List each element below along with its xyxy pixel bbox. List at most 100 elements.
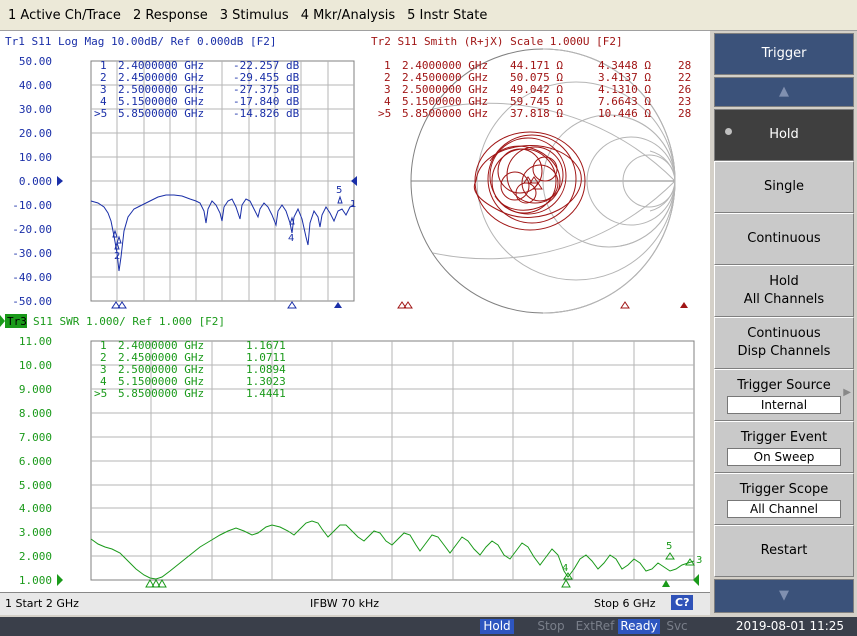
svc-status: Svc [666,619,688,633]
trace1-marker-id: >5 [94,107,107,120]
submenu-arrow-icon: ▶ [843,387,851,398]
trace1-ytick: -40.00 [12,271,52,284]
trace2-marker-freq: 5.8500000 GHz [402,107,488,120]
stop-frequency[interactable]: Stop 6 GHz [594,597,656,610]
trace1-marker-freq: 2.5000000 GHz [118,83,204,96]
trace3-marker-id: 1 [100,339,107,352]
trace2-marker-x: 4.3448 Ω [598,59,651,72]
cont-disp-label-line1: Continuous [747,326,821,341]
trace3-marker-id: 4 [100,375,107,388]
trace3-marker-label: 3 [696,555,702,566]
trace3-marker-label: 5 [666,541,672,552]
trace3-marker-table: 1 2.4000000 GHz 1.1671 2 2.4500000 GHz 1… [94,339,286,400]
trace1-ytick: -50.00 [12,295,52,308]
trace2-marker-id: 4 [384,95,391,108]
trace1-marker-freq: 2.4000000 GHz [118,59,204,72]
trace2-marker-id: 1 [384,59,391,72]
menu-response[interactable]: 2 Response [132,7,208,23]
menu-bar: 1 Active Ch/Trace 2 Response 3 Stimulus … [0,0,857,31]
trigger-event-button[interactable]: Trigger Event On Sweep [714,421,854,473]
scroll-down-button[interactable]: ▼ [714,579,854,613]
continuous-button[interactable]: Continuous [714,213,854,265]
hold-status: Hold [480,619,514,634]
menu-instr-state[interactable]: 5 Instr State [407,7,488,23]
trace1-marker-value: -22.257 dB [233,59,300,72]
trace2-marker-r: 37.818 Ω [510,107,563,120]
trace3-marker-freq: 2.4000000 GHz [118,339,204,352]
trace3-marker-freq: 5.8500000 GHz [118,387,204,400]
calibration-status-badge[interactable]: C? [671,595,694,610]
trace3-ytick: 6.000 [19,455,52,468]
single-button[interactable]: Single [714,161,854,213]
trace1-ytick: 40.00 [19,79,52,92]
trace1-marker-id: 2 [100,71,107,84]
trace3-ytick: 5.000 [19,479,52,492]
trigger-scope-label: Trigger Scope [739,481,829,497]
trigger-event-label: Trigger Event [740,429,828,445]
smith-markers [523,176,543,190]
smith-trace [473,131,586,231]
trace1-marker-freq: 5.1500000 GHz [118,95,204,108]
trace1-marker-label: 4 [288,233,294,244]
trace1-marker-freq: 2.4500000 GHz [118,71,204,84]
trace3-marker-freq: 5.1500000 GHz [118,375,204,388]
trace3-ytick: 1.000 [19,574,52,587]
trigger-source-label: Trigger Source [737,377,831,393]
menu-active-ch-trace[interactable]: 1 Active Ch/Trace [8,7,121,23]
trace2-marker-x: 7.6643 Ω [598,95,651,108]
menu-mkr-analysis[interactable]: 4 Mkr/Analysis [300,7,396,23]
single-label: Single [764,179,804,194]
ready-status: Ready [618,619,660,634]
restart-button[interactable]: Restart [714,525,854,577]
ifbw-value[interactable]: IFBW 70 kHz [310,597,380,610]
trace3-marker-value: 1.1671 [246,339,286,352]
trace3-marker-id: 2 [100,351,107,364]
trigger-scope-value: All Channel [727,499,841,518]
trace3-marker-value: 1.4441 [246,387,286,400]
menu-stimulus[interactable]: 3 Stimulus [219,7,289,23]
trace3-header: S11 SWR 1.000/ Ref 1.000 [F2] [33,315,225,328]
softkey-title-label: Trigger [761,46,807,61]
trace1-marker-value: -17.840 dB [233,95,300,108]
trace3-ytick: 8.000 [19,407,52,420]
trace3-active-tag[interactable] [5,314,27,328]
measurement-display: Tr1 S11 Log Mag 10.00dB/ Ref 0.000dB [F2… [0,31,710,592]
trace3-marker-value: 1.3023 [246,375,286,388]
trace3-ytick: 11.00 [19,335,52,348]
trace1-marker-table: 1 2.4000000 GHz -22.257 dB 2 2.4500000 G… [94,59,300,120]
restart-label: Restart [760,543,808,558]
trace1-ytick: 0.000 [19,175,52,188]
trace1-marker-label: 5 [336,185,342,196]
trace1-ref-arrow-right [351,176,357,186]
trace2-marker-id: 3 [384,83,391,96]
trace2-marker-freq: 2.4000000 GHz [402,59,488,72]
trace1-marker-value: -27.375 dB [233,83,300,96]
trace2-stim-markers [397,301,688,309]
trigger-source-value: Internal [727,395,841,414]
trace1-header: Tr1 S11 Log Mag 10.00dB/ Ref 0.000dB [F2… [5,35,277,48]
trigger-source-button[interactable]: Trigger Source Internal ▶ [714,369,854,421]
hold-label: Hold [769,127,799,142]
trace3-grid [90,340,695,581]
trigger-scope-button[interactable]: Trigger Scope All Channel [714,473,854,525]
datetime: 2019-08-01 11:25 [735,619,845,633]
start-frequency[interactable]: 1 Start 2 GHz [5,597,79,610]
trace2-marker-id: >5 [378,107,391,120]
trace3-ytick: 4.000 [19,502,52,515]
trace3-marker-id: >5 [94,387,107,400]
scroll-up-button[interactable]: ▲ [714,77,854,107]
trace2-marker-extra: 22 [678,71,691,84]
trace1-marker-value: -14.826 dB [233,107,300,120]
hold-all-channels-button[interactable]: Hold All Channels [714,265,854,317]
trace3-ytick: 2.000 [19,550,52,563]
trace2-marker-x: 4.1310 Ω [598,83,651,96]
trace3-marker-freq: 2.5000000 GHz [118,363,204,376]
hold-button[interactable]: Hold [714,109,854,161]
traces-svg: Tr1 S11 Log Mag 10.00dB/ Ref 0.000dB [F2… [0,31,710,592]
instrument-status-bar: Hold Stop ExtRef Ready Svc 2019-08-01 11… [0,617,857,636]
trace2-marker-x: 3.4137 Ω [598,71,651,84]
trigger-event-value: On Sweep [727,447,841,466]
trace1-ytick: 10.00 [19,151,52,164]
trace1-grid [90,60,355,302]
continuous-disp-channels-button[interactable]: Continuous Disp Channels [714,317,854,369]
